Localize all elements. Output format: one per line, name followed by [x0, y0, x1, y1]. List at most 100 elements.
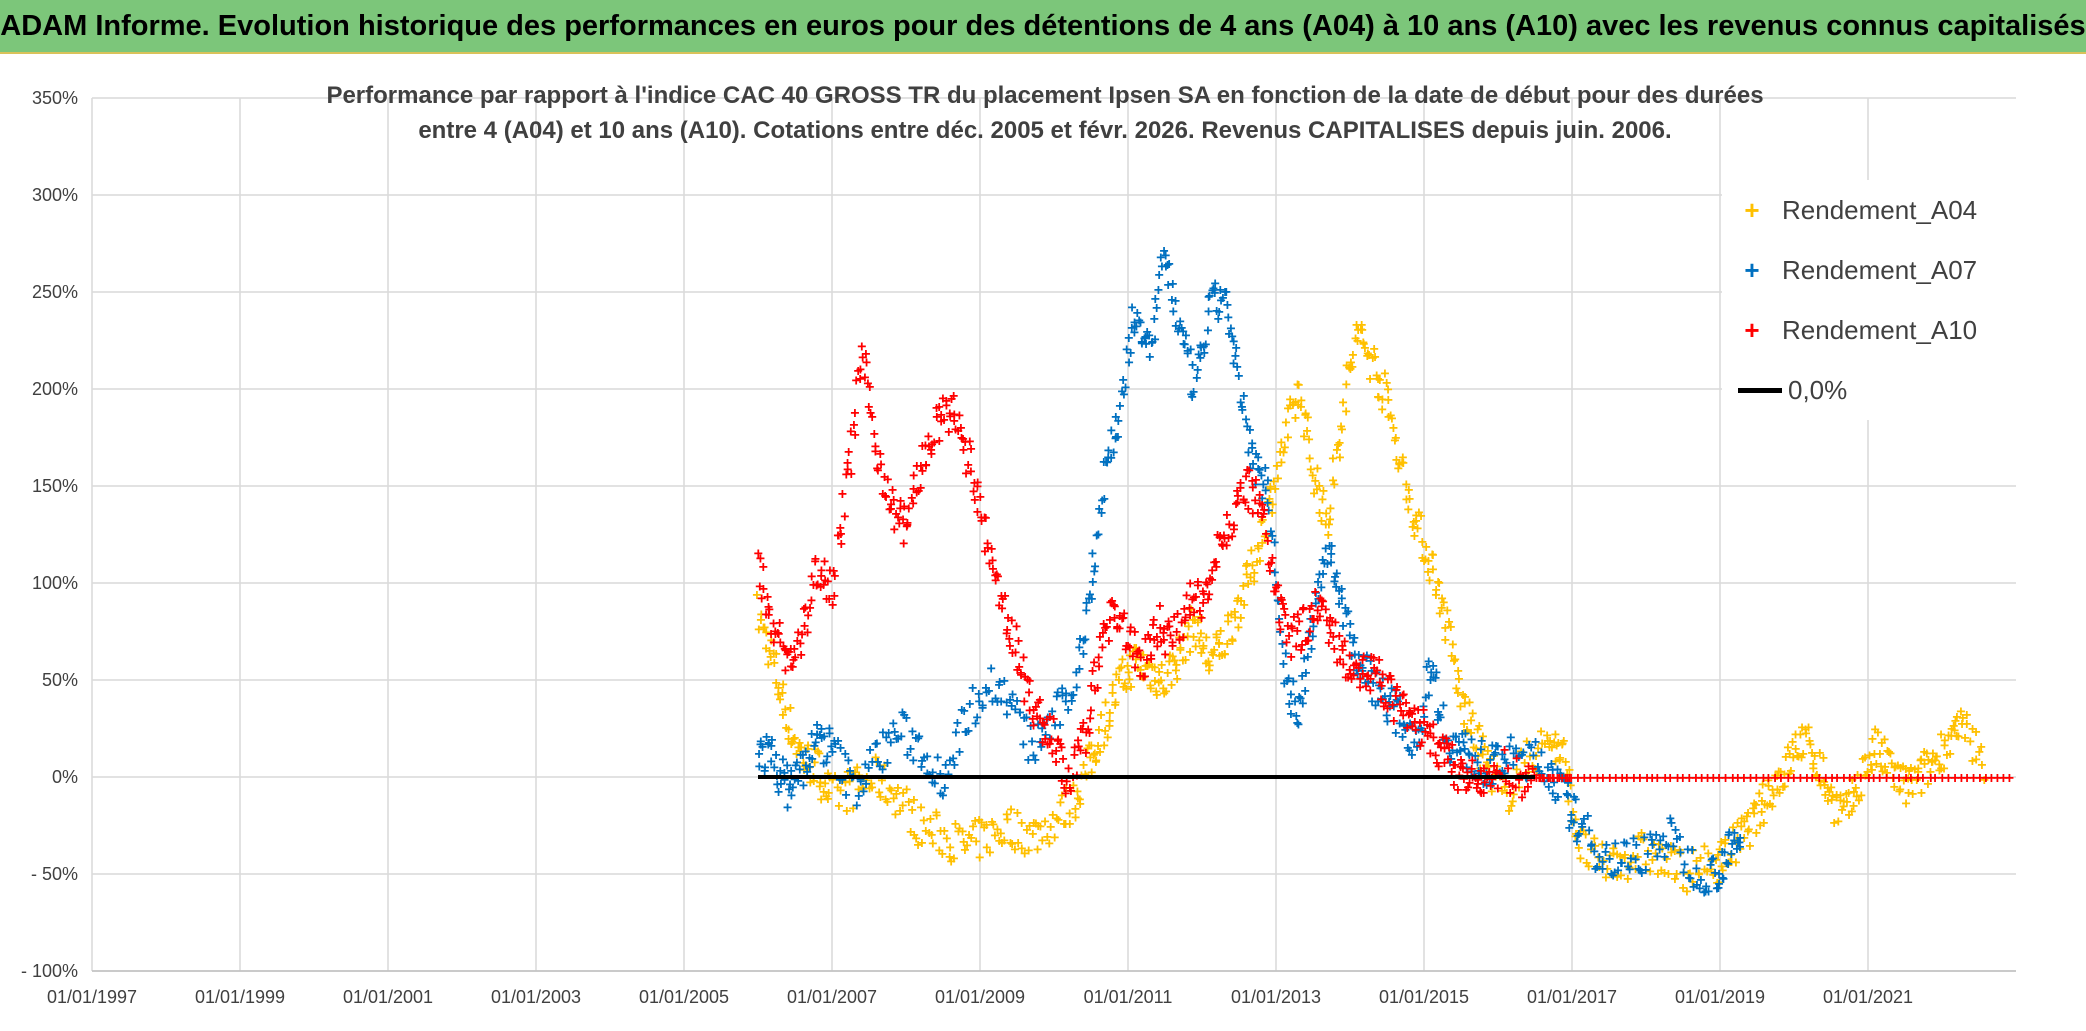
data-point: + [788, 659, 797, 676]
data-point: + [1849, 798, 1858, 815]
data-point: + [1180, 615, 1189, 632]
data-point: + [1115, 621, 1124, 638]
data-point: + [784, 731, 793, 748]
data-point: + [1854, 793, 1863, 810]
data-point: + [861, 346, 870, 363]
data-point: + [1296, 399, 1305, 416]
data-point: + [1847, 804, 1856, 821]
data-point: + [819, 577, 828, 594]
data-point: + [1089, 747, 1098, 764]
data-points: ++++++++++++++++++++++++++++++++++++++++… [752, 243, 2014, 901]
data-point: + [1914, 761, 1923, 778]
data-point: + [1128, 644, 1137, 661]
data-point: + [1448, 737, 1457, 754]
data-point: + [1440, 731, 1449, 748]
data-point: + [1774, 763, 1783, 780]
data-point: + [1271, 584, 1280, 601]
data-point: + [1212, 303, 1221, 320]
data-point: + [1035, 710, 1044, 727]
data-point: + [1428, 547, 1437, 564]
data-point: + [1636, 862, 1645, 879]
data-point: + [1183, 629, 1192, 646]
data-point: + [1683, 842, 1692, 859]
data-point: + [861, 772, 870, 789]
data-point: + [1730, 825, 1739, 842]
data-point: + [850, 764, 859, 781]
data-point: + [1005, 638, 1014, 655]
data-point: + [1036, 818, 1045, 835]
data-point: + [961, 724, 970, 741]
data-point: + [1032, 708, 1041, 725]
data-point: + [868, 754, 877, 771]
data-point: + [1222, 538, 1231, 555]
data-point: + [1802, 770, 1811, 787]
data-point: + [816, 775, 825, 792]
data-point: + [1372, 367, 1381, 384]
data-point: + [844, 752, 853, 769]
data-point: + [1278, 636, 1287, 653]
data-point: + [1623, 859, 1632, 876]
data-point: + [1341, 403, 1350, 420]
data-point: + [883, 471, 892, 488]
data-point: + [1947, 728, 1956, 745]
chart-area: ++++++++++++++++++++++++++++++++++++++++… [21, 88, 2016, 1007]
data-point: + [1752, 770, 1761, 787]
data-point: + [1467, 731, 1476, 748]
data-point: + [981, 510, 990, 527]
data-point: + [771, 747, 780, 764]
data-point: + [1264, 494, 1273, 511]
data-point: + [1137, 334, 1146, 351]
data-point: + [1454, 671, 1463, 688]
data-point: + [1222, 507, 1231, 524]
data-point: + [871, 438, 880, 455]
data-point: + [1631, 852, 1640, 869]
data-point: + [1192, 370, 1201, 387]
data-point: + [831, 736, 840, 753]
data-point: + [1488, 776, 1497, 793]
data-point: + [1301, 665, 1310, 682]
data-point: + [1416, 738, 1425, 755]
data-point: + [990, 827, 999, 844]
data-point: + [1776, 770, 1785, 787]
data-point: + [1463, 723, 1472, 740]
data-point: + [1393, 693, 1402, 710]
data-point: + [1458, 756, 1467, 773]
data-point: + [1842, 794, 1851, 811]
data-point: + [1113, 429, 1122, 446]
data-point: + [1613, 869, 1622, 886]
data-point: + [1745, 838, 1754, 855]
data-point: + [1451, 729, 1460, 746]
data-point: + [1121, 641, 1130, 658]
data-point: + [1094, 722, 1103, 739]
data-point: + [909, 752, 918, 769]
data-point: + [945, 408, 954, 425]
data-point: + [1017, 841, 1026, 858]
data-point: + [1008, 836, 1017, 853]
data-point: + [794, 773, 803, 790]
data-point: + [1684, 866, 1693, 883]
data-point: + [947, 391, 956, 408]
data-point: + [946, 839, 955, 856]
data-point: + [1181, 610, 1190, 627]
data-point: + [940, 823, 949, 840]
data-point: + [903, 517, 912, 534]
data-point: + [1743, 805, 1752, 822]
data-point: + [843, 764, 852, 781]
data-point: + [1655, 842, 1664, 859]
data-point: + [1303, 633, 1312, 650]
data-point: + [1405, 491, 1414, 508]
data-point: + [1804, 720, 1813, 737]
data-point: + [806, 774, 815, 791]
data-point: + [1625, 861, 1634, 878]
data-point: + [888, 482, 897, 499]
data-point: + [1826, 780, 1835, 797]
data-point: + [921, 823, 930, 840]
data-point: + [976, 489, 985, 506]
data-point: + [1029, 747, 1038, 764]
data-point: + [932, 805, 941, 822]
data-point: + [1304, 625, 1313, 642]
data-point: + [1387, 680, 1396, 697]
data-point: + [1479, 785, 1488, 802]
data-point: + [1374, 652, 1383, 669]
data-point: + [1041, 727, 1050, 744]
